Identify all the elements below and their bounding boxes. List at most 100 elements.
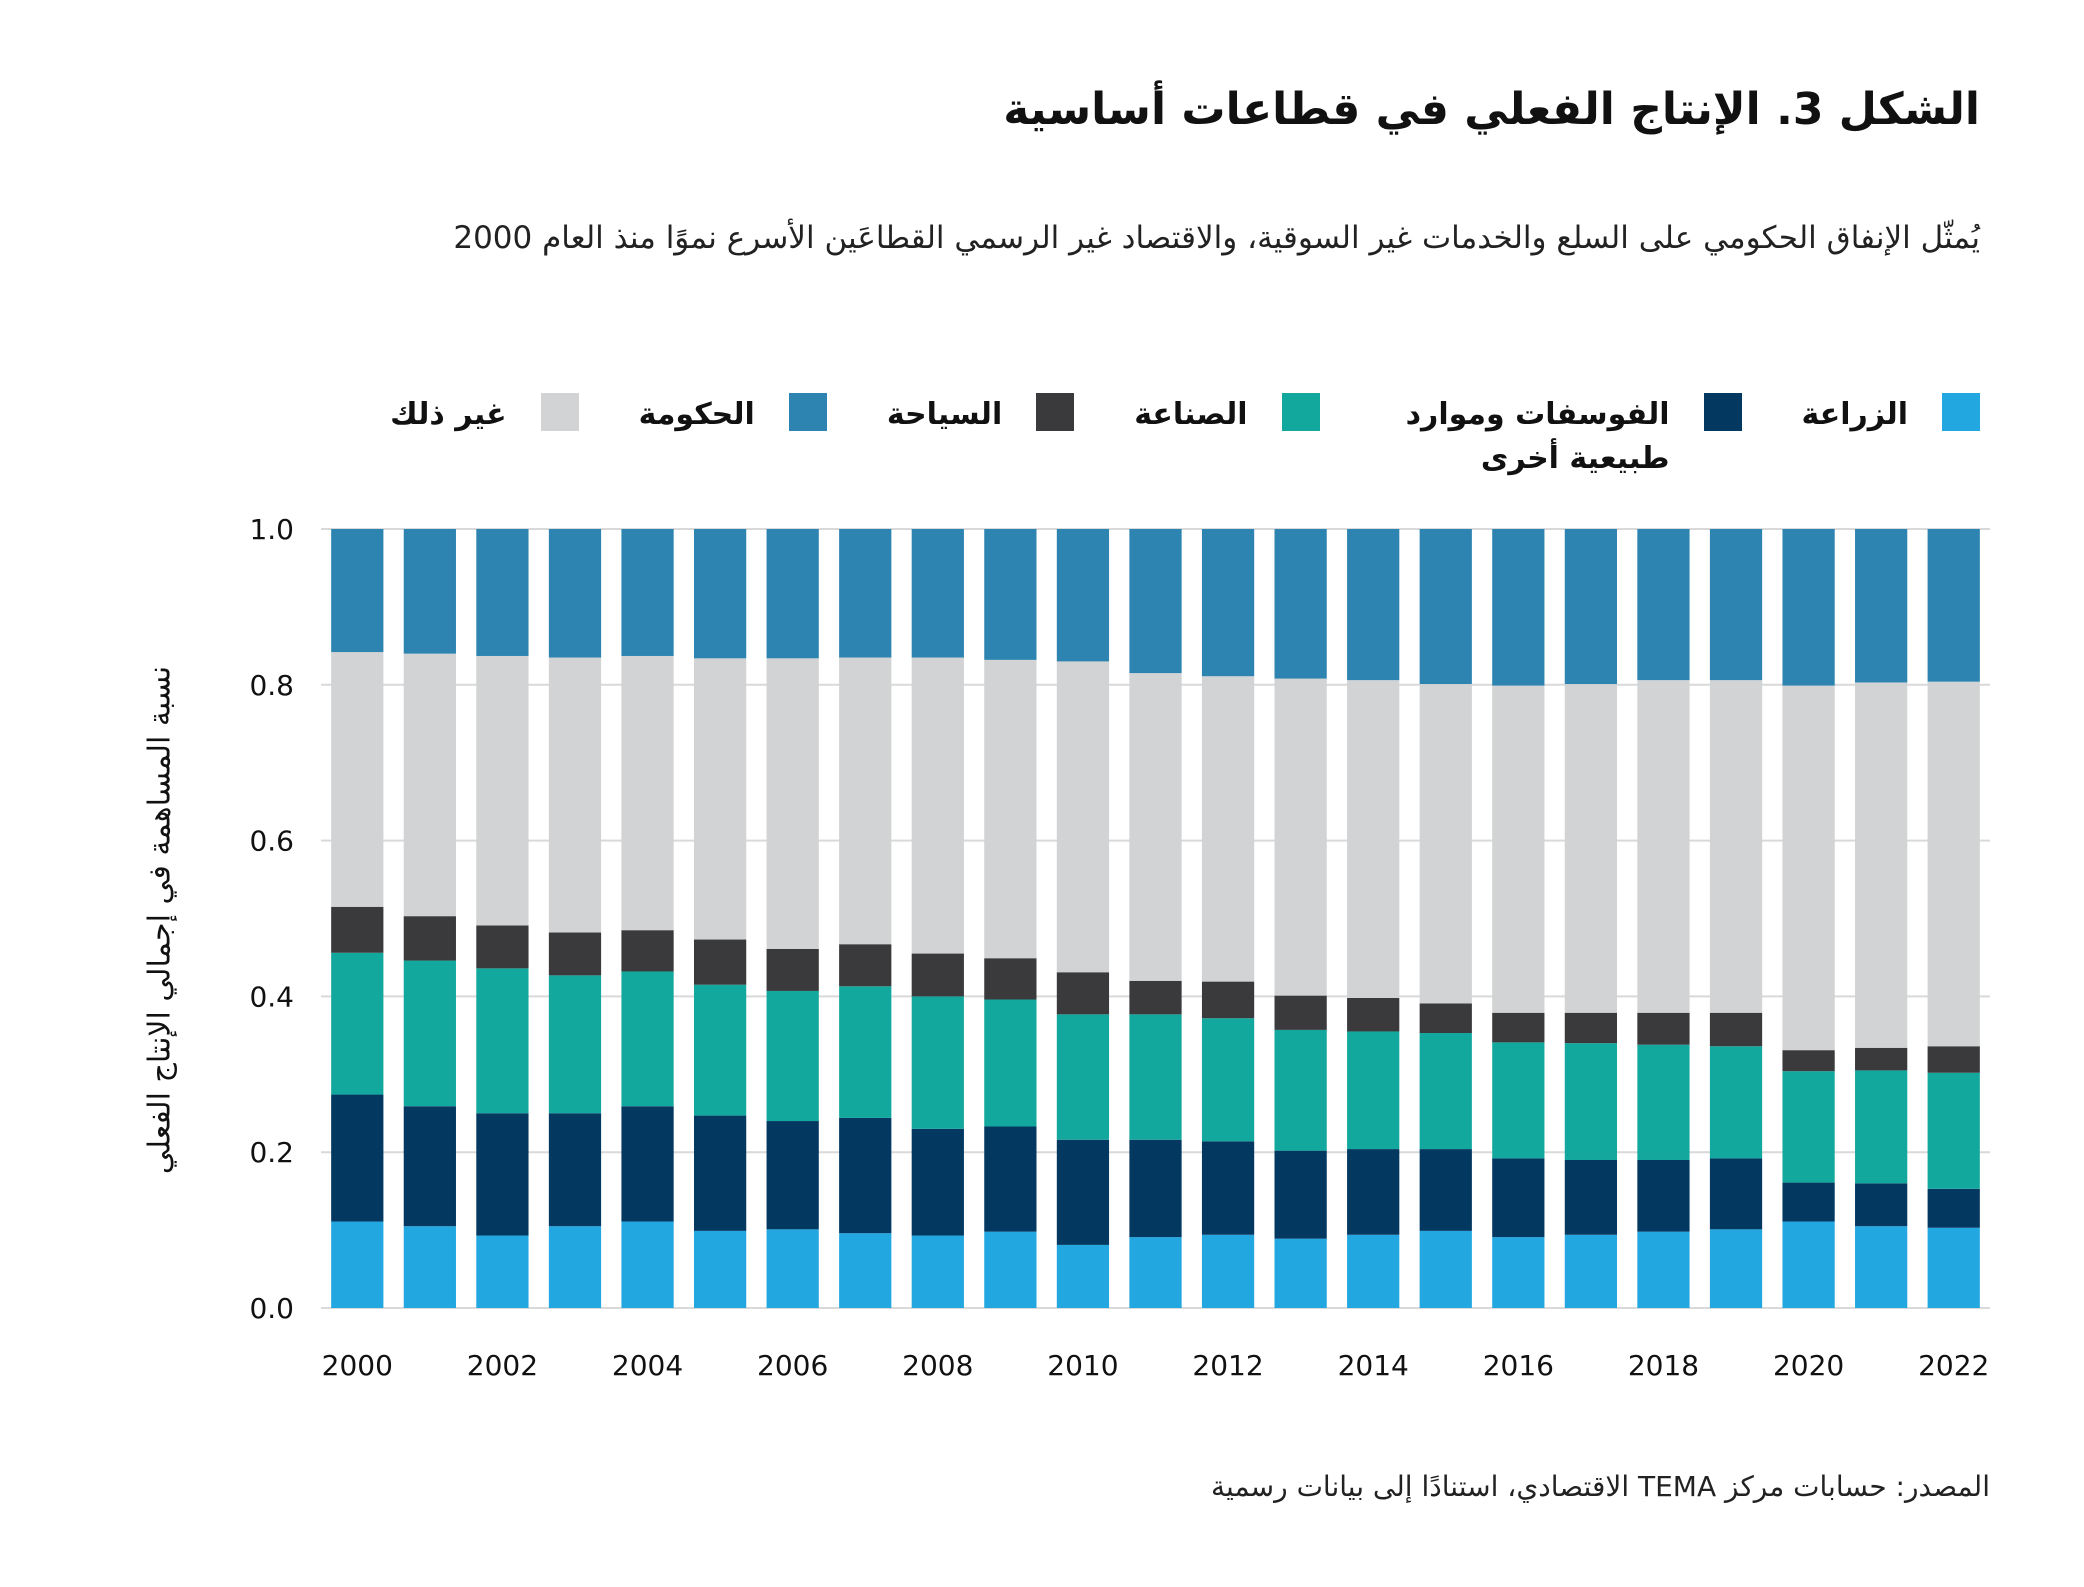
bar-segment <box>839 944 892 987</box>
bar-segment <box>1637 1159 1690 1232</box>
bar-segment <box>693 984 747 1116</box>
bar-segment <box>1056 661 1110 973</box>
y-tick-label: 0.4 <box>249 980 294 1013</box>
bar-segment <box>1782 685 1835 1051</box>
x-tick-label: 2002 <box>467 1349 538 1382</box>
bar-segment <box>766 1121 819 1230</box>
bar-segment <box>1492 1237 1545 1308</box>
bar-segment <box>1709 680 1763 1013</box>
bar-segment <box>1927 1046 1980 1073</box>
bar-segment <box>1492 685 1545 1013</box>
bar-segment <box>1637 1012 1690 1045</box>
bar-segment <box>839 657 892 945</box>
bar-segment <box>1564 684 1618 1013</box>
bar-segment <box>984 958 1037 1000</box>
bar-segment <box>839 1233 892 1308</box>
y-tick-label: 0.2 <box>249 1136 294 1169</box>
bar-segment <box>403 653 456 917</box>
bar-segment <box>1056 1244 1110 1308</box>
bar-segment <box>1782 529 1835 686</box>
bar-segment <box>476 968 529 1114</box>
bar-segment <box>331 1094 384 1222</box>
bar-segment <box>766 990 819 1122</box>
bar-segment <box>1201 676 1255 982</box>
legend-swatch <box>540 393 579 431</box>
bar-segment <box>1564 529 1618 685</box>
bar-segment <box>548 1113 602 1227</box>
y-tick-label: 0.8 <box>249 669 294 702</box>
bar-segment <box>548 975 602 1114</box>
bar-segment <box>1419 1149 1472 1231</box>
bar-segment <box>1056 1014 1110 1140</box>
legend-label: الحكومة <box>638 397 755 432</box>
bar-segment <box>1347 1149 1400 1235</box>
bar-segment <box>911 529 964 658</box>
bar-segment <box>1129 1014 1182 1140</box>
bar-segment <box>1274 1238 1327 1308</box>
bar-segment <box>1347 680 1400 998</box>
bar-segment <box>548 932 602 976</box>
bar-segment <box>1056 972 1110 1015</box>
bar-segment <box>911 657 964 954</box>
bar-segment <box>1855 1070 1908 1184</box>
bar-segment <box>621 1221 674 1308</box>
bar-segment <box>476 529 529 656</box>
bar-segment <box>1709 1229 1763 1308</box>
x-tick-label: 2008 <box>902 1349 973 1382</box>
bar-segment <box>331 906 384 953</box>
x-tick-label: 2022 <box>1918 1349 1989 1382</box>
bar-segment <box>911 996 964 1129</box>
bar-segment <box>1709 1158 1763 1230</box>
chart-title: الشكل 3. الإنتاج الفعلي في قطاعات أساسية <box>1003 84 1980 135</box>
bar-segment <box>839 1117 892 1234</box>
bar-segment <box>548 657 602 933</box>
bar-segment <box>1347 1031 1400 1150</box>
bar-segment <box>1855 682 1908 1048</box>
bar-segment <box>1855 1226 1908 1308</box>
bar-segment <box>1564 1234 1618 1308</box>
bar-segment <box>1855 529 1908 683</box>
bar-segment <box>331 1221 384 1308</box>
x-tick-label: 2014 <box>1338 1349 1409 1382</box>
bar-segment <box>1419 1033 1472 1150</box>
bar-segment <box>403 960 456 1107</box>
legend-swatch <box>1036 393 1075 431</box>
legend-item-agriculture: الزراعة <box>1802 393 1980 481</box>
bar-segment <box>1201 529 1255 677</box>
bar-segment <box>1129 673 1182 981</box>
x-tick-label: 2004 <box>612 1349 683 1382</box>
legend-item-other: غير ذلك <box>390 393 579 481</box>
bar-segment <box>1274 1029 1327 1151</box>
legend-swatch <box>1281 393 1320 431</box>
bar-segment <box>1201 1141 1255 1235</box>
bar-segment <box>1347 529 1400 681</box>
x-tick-label: 2020 <box>1773 1349 1844 1382</box>
bar-segment <box>693 529 747 659</box>
legend-label: الفوسفات وموارد طبيعية أخرى <box>1405 397 1670 476</box>
bar-segment <box>1492 529 1545 686</box>
bar-segment <box>621 529 674 656</box>
bar-segment <box>1709 1012 1763 1047</box>
bar-segment <box>984 999 1037 1127</box>
bar-segment <box>911 1235 964 1308</box>
x-tick-label: 2010 <box>1047 1349 1118 1382</box>
bar-segment <box>331 529 384 653</box>
bar-segment <box>621 1106 674 1222</box>
bar-segment <box>693 658 747 940</box>
bar-segment <box>766 948 819 991</box>
bar-segment <box>1927 681 1980 1047</box>
bar-segment <box>1056 529 1110 662</box>
bar-segment <box>1492 1012 1545 1043</box>
legend-item-tourism: السياحة <box>887 393 1075 481</box>
bar-segment <box>621 971 674 1107</box>
legend-swatch <box>1703 393 1742 431</box>
bar-segment <box>766 1229 819 1308</box>
bar-segment <box>693 1230 747 1308</box>
bar-segment <box>766 529 819 659</box>
bar-segment <box>1129 980 1182 1015</box>
bar-segment <box>1129 1139 1182 1238</box>
bar-segment <box>621 655 674 931</box>
bar-segment <box>1274 678 1327 996</box>
legend-item-phosphates: الفوسفات وموارد طبيعية أخرى <box>1380 393 1742 481</box>
